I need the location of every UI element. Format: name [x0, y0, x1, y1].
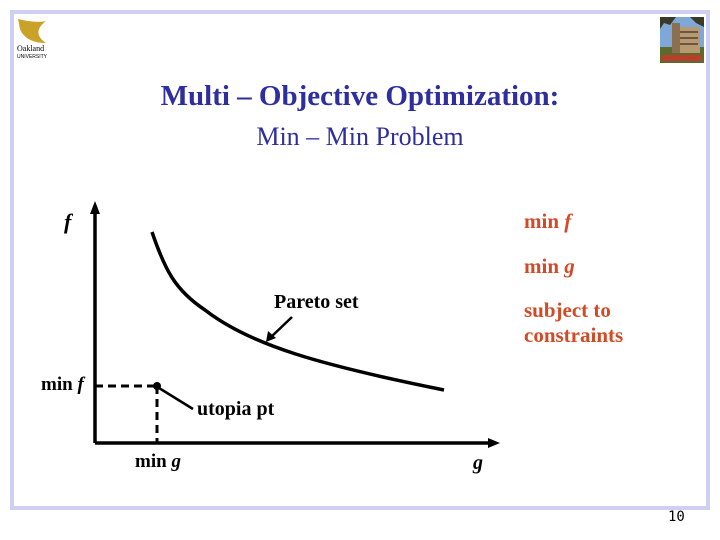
x-axis-label: g	[473, 452, 483, 474]
pareto-set-label: Pareto set	[274, 291, 359, 313]
y-axis-arrowhead-icon	[90, 201, 100, 214]
svg-text:Oakland: Oakland	[17, 44, 44, 53]
utopia-point-label: utopia pt	[197, 398, 275, 420]
x-axis-arrowhead-icon	[488, 438, 500, 448]
utopia-pointer-line	[158, 386, 194, 411]
slide-subtitle: Min – Min Problem	[256, 122, 464, 151]
pareto-curve	[150, 231, 445, 392]
objective-min-f: min f	[524, 209, 572, 233]
y-axis-label: f	[64, 209, 72, 234]
constraints-text: subject to constraints	[524, 298, 624, 347]
slide-title: Multi – Objective Optimization:	[160, 80, 560, 112]
slide-frame	[10, 10, 710, 510]
min-g-label: min g	[135, 451, 181, 472]
university-logo: Oakland UNIVERSITY	[17, 19, 48, 59]
min-f-label: min f	[41, 374, 84, 395]
svg-text:UNIVERSITY: UNIVERSITY	[17, 54, 48, 59]
page-number: 10	[668, 509, 685, 525]
pareto-pointer-arrow	[269, 316, 293, 339]
campus-photo	[660, 17, 704, 63]
objective-min-g: min g	[524, 254, 575, 278]
